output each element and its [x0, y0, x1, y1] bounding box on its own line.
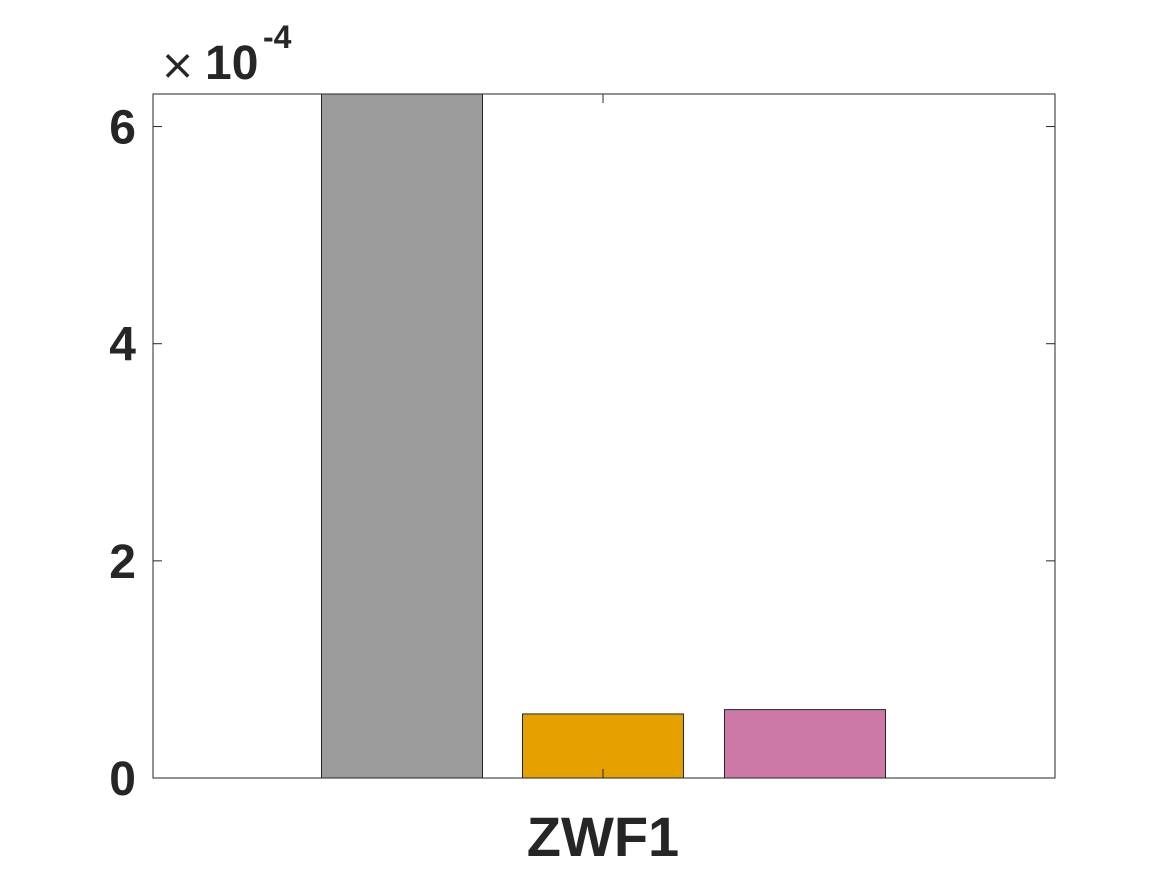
y-tick-label-3: 6 — [109, 102, 136, 155]
exponent-base: 10 — [205, 37, 258, 90]
y-tick-label-2: 4 — [109, 319, 136, 372]
exponent-times-symbol: × — [160, 40, 195, 89]
y-tick-labels: 0 2 4 6 — [109, 102, 136, 806]
plot-area — [153, 94, 1055, 778]
bar-series-3 — [724, 709, 886, 779]
x-category-label: ZWF1 — [527, 805, 679, 868]
axes-box — [152, 93, 1056, 779]
bars-group — [321, 93, 886, 779]
bar-series-2 — [522, 713, 684, 779]
exponent-power: -4 — [263, 19, 292, 55]
bar-series-1 — [321, 93, 483, 779]
y-axis-exponent: × 10 -4 — [160, 19, 292, 90]
y-tick-label-0: 0 — [109, 753, 136, 806]
y-tick-label-1: 2 — [109, 536, 136, 589]
